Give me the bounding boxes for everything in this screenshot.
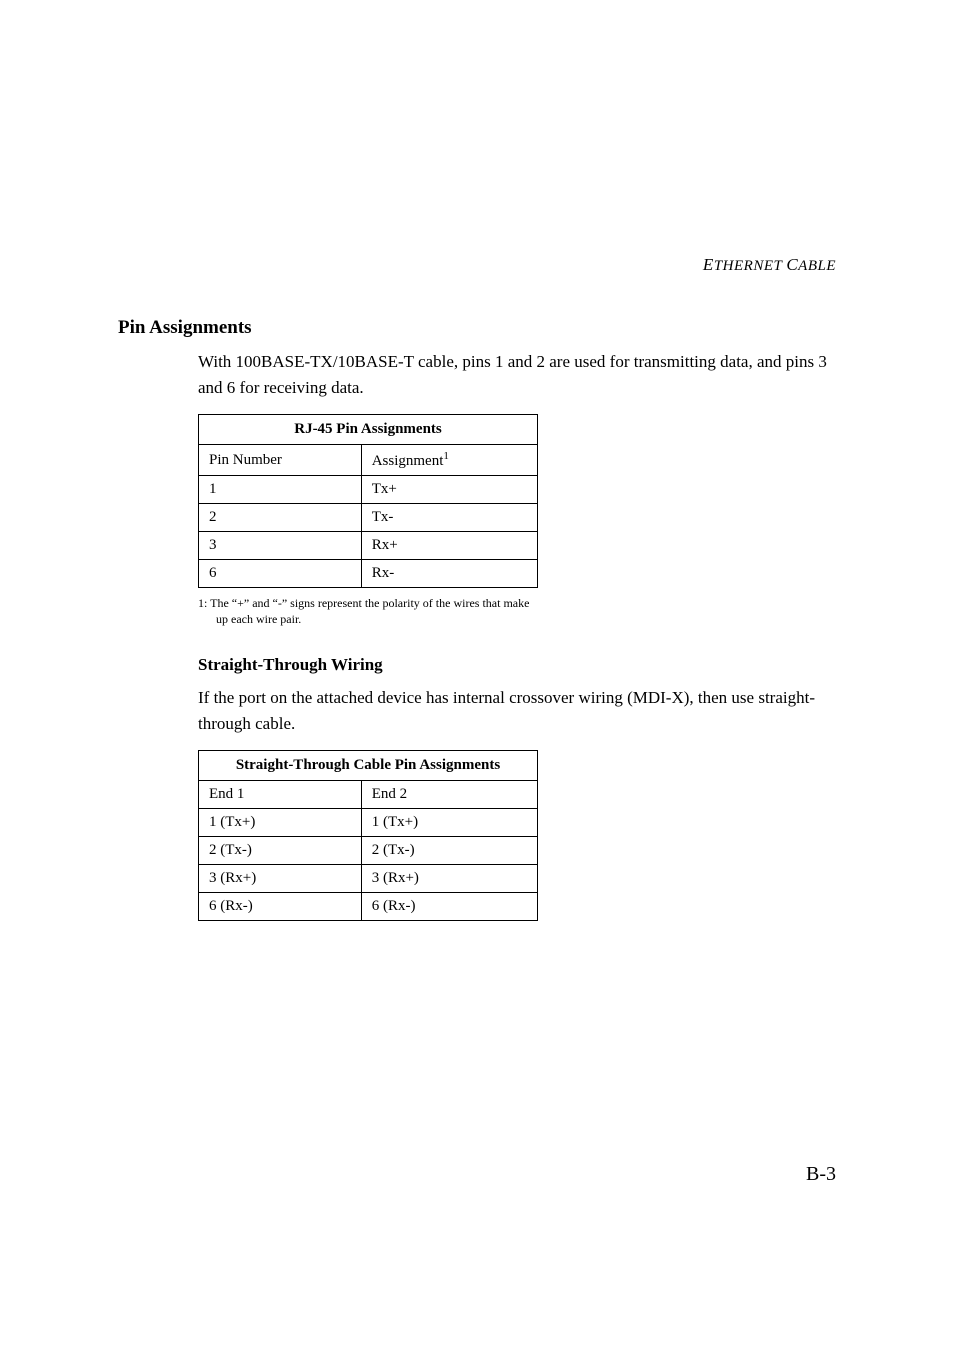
st-cell: 6 (Rx-) <box>199 893 362 921</box>
rj45-col2-header-text: Assignment <box>372 453 444 469</box>
rj45-cell: 3 <box>199 532 362 560</box>
st-table-title: Straight-Through Cable Pin Assignments <box>199 751 538 781</box>
st-col1-header: End 1 <box>199 781 362 809</box>
rj45-cell: Tx- <box>361 504 537 532</box>
rj45-cell: 1 <box>199 476 362 504</box>
running-header-seg2-rest: ABLE <box>798 258 836 274</box>
section-heading: Pin Assignments <box>118 317 836 339</box>
st-cell: 3 (Rx+) <box>199 865 362 893</box>
running-header-seg2-cap: C <box>786 255 798 274</box>
table-row: 3 (Rx+) 3 (Rx+) <box>199 865 538 893</box>
straight-through-table: Straight-Through Cable Pin Assignments E… <box>198 750 538 921</box>
running-header-seg1-cap: E <box>703 255 714 274</box>
rj45-col2-sup: 1 <box>443 450 449 462</box>
st-cell: 6 (Rx-) <box>361 893 537 921</box>
running-header-seg1-rest: THERNET <box>714 258 787 274</box>
st-cell: 1 (Tx+) <box>361 809 537 837</box>
table-row: 3 Rx+ <box>199 532 538 560</box>
table-row: 1 Tx+ <box>199 476 538 504</box>
rj45-cell: Rx+ <box>361 532 537 560</box>
sub-body: If the port on the attached device has i… <box>198 685 836 736</box>
st-cell: 3 (Rx+) <box>361 865 537 893</box>
table-row: 6 Rx- <box>199 560 538 588</box>
sub-heading: Straight-Through Wiring <box>198 655 836 675</box>
rj45-cell: 2 <box>199 504 362 532</box>
rj45-cell: Rx- <box>361 560 537 588</box>
table-row: 6 (Rx-) 6 (Rx-) <box>199 893 538 921</box>
st-cell: 2 (Tx-) <box>199 837 362 865</box>
table-row: 2 (Tx-) 2 (Tx-) <box>199 837 538 865</box>
intro-paragraph: With 100BASE-TX/10BASE-T cable, pins 1 a… <box>198 349 836 400</box>
st-cell: 2 (Tx-) <box>361 837 537 865</box>
page-number: B-3 <box>806 1163 836 1186</box>
rj45-table-title: RJ-45 Pin Assignments <box>199 415 538 445</box>
table1-footnote: 1: The “+” and “-” signs represent the p… <box>198 596 538 627</box>
rj45-table: RJ-45 Pin Assignments Pin Number Assignm… <box>198 414 538 588</box>
rj45-col2-header: Assignment1 <box>361 445 537 476</box>
table-row: 1 (Tx+) 1 (Tx+) <box>199 809 538 837</box>
st-col2-header: End 2 <box>361 781 537 809</box>
table-row: 2 Tx- <box>199 504 538 532</box>
rj45-cell: 6 <box>199 560 362 588</box>
page-content: ETHERNET CABLE Pin Assignments With 100B… <box>0 0 954 921</box>
rj45-cell: Tx+ <box>361 476 537 504</box>
running-header: ETHERNET CABLE <box>118 255 836 275</box>
st-cell: 1 (Tx+) <box>199 809 362 837</box>
rj45-col1-header: Pin Number <box>199 445 362 476</box>
